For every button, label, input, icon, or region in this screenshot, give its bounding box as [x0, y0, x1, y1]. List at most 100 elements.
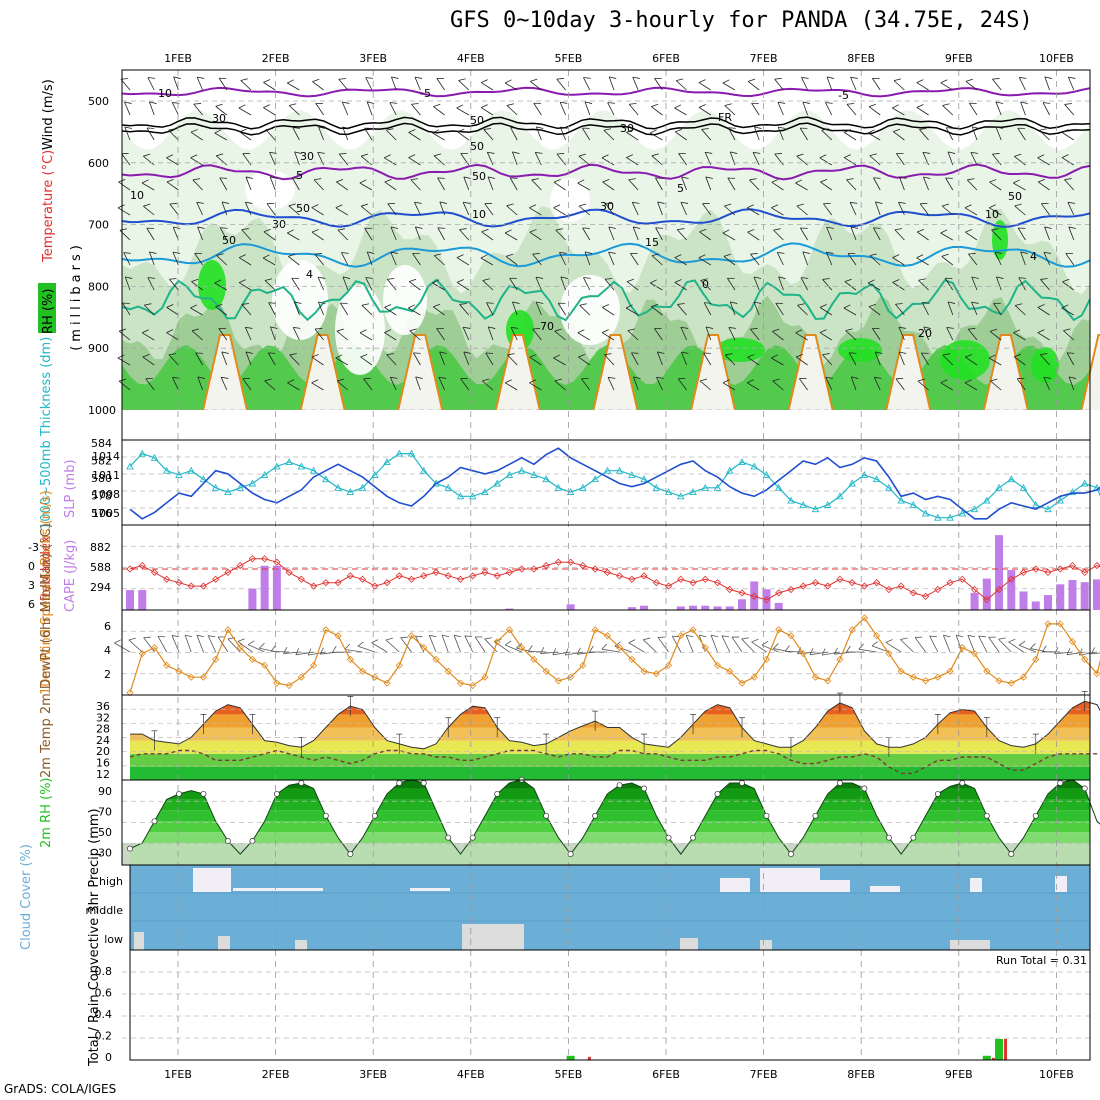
- wind-barb: [750, 253, 760, 266]
- temp-contour-5: [121, 163, 1091, 181]
- wind-barb: [795, 329, 808, 341]
- wind-speed-marker: [505, 626, 514, 634]
- wind-barb: [650, 129, 663, 141]
- wind-speed-marker: [824, 677, 832, 685]
- wind-barb: [698, 79, 712, 91]
- rh-marker: [567, 851, 574, 858]
- rh-moist-patch: [940, 340, 990, 380]
- lifted-index-marker: [456, 575, 465, 583]
- wind-barb: [340, 302, 349, 316]
- wind-barb: [311, 354, 324, 366]
- rh-color-band: [130, 788, 1090, 800]
- wind-barb: [582, 127, 591, 141]
- lifted-index-marker: [371, 582, 379, 590]
- wind-barb: [947, 301, 956, 316]
- lifted-index-marker: [505, 568, 514, 576]
- wind-speed-marker: [652, 670, 660, 678]
- rh-marker: [224, 837, 231, 844]
- wind-barb: [149, 251, 157, 266]
- wind-barb: [584, 251, 593, 266]
- wind-barb: [433, 153, 445, 166]
- wind-speed-marker: [1093, 670, 1100, 678]
- wind-barb: [724, 203, 736, 216]
- wind-barb: [1044, 76, 1052, 91]
- surface-wind-barb: [942, 634, 951, 653]
- wind-barb: [265, 128, 276, 141]
- cape-bar: [1019, 591, 1028, 610]
- day-label-bottom: 2FEB: [262, 1068, 290, 1081]
- wind-barb: [701, 128, 712, 141]
- lifted-index-line: [129, 558, 1100, 601]
- wind-speed-marker: [591, 626, 599, 634]
- thickness-axis-label: 1000~500mb Thickness (dm): [39, 337, 54, 530]
- wind-barb: [988, 204, 1002, 216]
- wind-barb: [311, 204, 324, 216]
- wind-barb: [753, 301, 762, 316]
- surface-wind-barb: [400, 636, 412, 653]
- thickness-marker: [175, 471, 183, 478]
- wind-barb: [458, 78, 470, 91]
- wind-barb: [433, 303, 445, 316]
- wind-barb: [462, 326, 471, 341]
- wind-barb: [437, 177, 445, 191]
- lifted-index-marker: [799, 582, 807, 590]
- thickness-marker: [811, 505, 820, 513]
- rh-tick-label: 30: [98, 847, 112, 860]
- surface-wind-barb: [357, 641, 375, 653]
- rh-marker: [347, 851, 354, 858]
- wind-barb: [122, 302, 131, 316]
- surface-wind-barb: [809, 648, 828, 656]
- wind-barb: [314, 253, 324, 266]
- thickness-marker: [726, 466, 734, 474]
- wind-barb: [676, 228, 687, 241]
- wind-barb: [482, 378, 494, 391]
- day-label-bottom: 7FEB: [750, 1068, 778, 1081]
- temp-contour-warm-cone: [885, 334, 932, 411]
- wind-barb: [557, 302, 566, 316]
- wind-barb: [263, 104, 276, 116]
- wind-barb: [242, 377, 252, 391]
- surface-wind-barb: [464, 635, 474, 653]
- lifted-axis-label: Lifted Index: [39, 535, 54, 612]
- temp-contour-warm-cone: [397, 334, 444, 411]
- wind-speed-marker: [603, 632, 611, 640]
- wind-barb: [512, 301, 520, 316]
- lifted-index-marker: [126, 565, 134, 573]
- precip-total-bar: [982, 1055, 991, 1060]
- wind-barb: [460, 377, 470, 391]
- wind-speed-marker: [958, 644, 966, 652]
- wind-barb: [317, 276, 326, 291]
- wind-speed-marker: [738, 679, 746, 687]
- wind-barb: [922, 176, 931, 191]
- wind-barb: [559, 101, 568, 116]
- wind-barb: [263, 228, 276, 241]
- lifted-index-marker: [983, 596, 991, 604]
- wind-barb: [724, 103, 736, 116]
- wind-barb: [509, 177, 518, 191]
- thickness-marker: [1056, 496, 1064, 504]
- wind-barb: [823, 203, 833, 216]
- wind-barb: [408, 129, 421, 141]
- cape-bar: [689, 605, 698, 610]
- cape-bar: [627, 607, 636, 610]
- wind-barb: [216, 253, 228, 266]
- temp-contour-label: 15: [645, 236, 659, 249]
- wind-barb: [147, 277, 156, 291]
- wind-speed-marker: [395, 661, 403, 669]
- wind-barb: [386, 128, 397, 141]
- surface-wind-barb: [998, 637, 1012, 653]
- cape-bar: [1044, 595, 1052, 610]
- cape-bar: [1031, 601, 1040, 610]
- surface-wind-barb: [900, 637, 914, 653]
- wind-barb: [942, 103, 954, 116]
- cloud-level-label: high: [99, 875, 123, 888]
- surface-wind-barb: [247, 640, 265, 653]
- wind-barb: [191, 328, 203, 341]
- wind-barb: [459, 303, 470, 316]
- thickness-marker: [995, 483, 1003, 491]
- wind-barb: [849, 201, 858, 216]
- temp-contour-warm-cone: [299, 334, 346, 411]
- wind-speed-marker: [481, 673, 489, 681]
- day-label-top: 9FEB: [945, 52, 973, 65]
- wind-barb: [292, 327, 301, 341]
